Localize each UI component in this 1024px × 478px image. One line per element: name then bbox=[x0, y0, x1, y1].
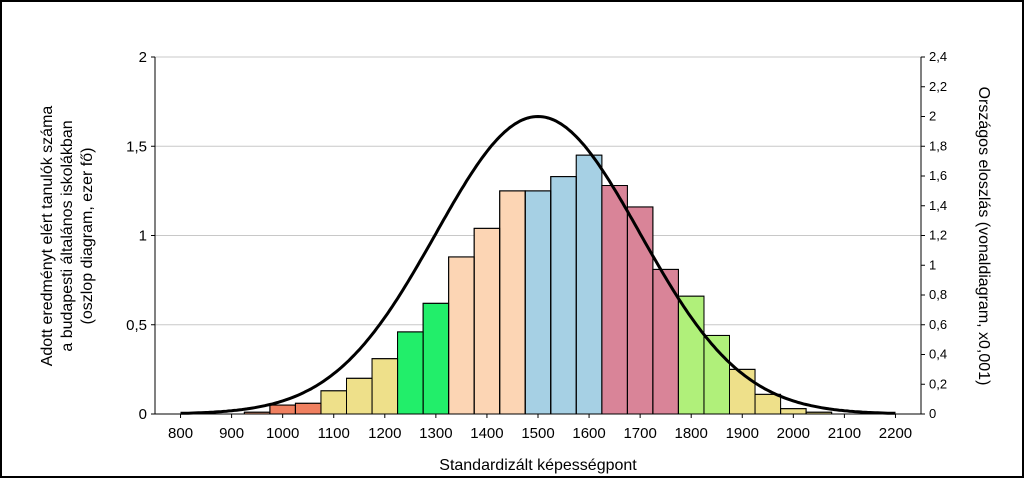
y-right-tick-label-1: 0,2 bbox=[929, 376, 947, 391]
tick-labels: 800 900 1000 1100 1200 1300 1400 1500 1600 1700 18… bbox=[126, 49, 947, 442]
x-tick-label-10: 1800 bbox=[675, 425, 708, 442]
bar-4 bbox=[346, 377, 373, 415]
y-right-tick-label-11: 2,2 bbox=[929, 79, 947, 94]
x-tick-label-9: 1700 bbox=[623, 425, 656, 442]
y-left-tick-label-3: 1,5 bbox=[126, 138, 147, 155]
y-right-tick-label-10: 2 bbox=[929, 109, 936, 124]
y-left-tick-label-2: 1 bbox=[139, 228, 147, 245]
bar-12 bbox=[550, 176, 577, 415]
bar-7 bbox=[422, 302, 450, 415]
bar-9 bbox=[473, 227, 501, 415]
y-right-tick-label-2: 0,4 bbox=[929, 347, 947, 362]
bar-color-band-4 bbox=[601, 186, 628, 414]
y-left-tick-label-1: 0,5 bbox=[126, 317, 147, 334]
y-axis-title-left-line-2: a budapesti általános iskolákban bbox=[59, 120, 76, 351]
bar-color-band-3 bbox=[576, 155, 602, 415]
x-tick-label-2: 1000 bbox=[266, 425, 299, 442]
bar-21 bbox=[780, 408, 807, 415]
x-tick-label-7: 1500 bbox=[521, 425, 554, 442]
y-left-tick-label-0: 0 bbox=[139, 406, 147, 423]
y-right-tick-label-5: 1 bbox=[929, 257, 936, 272]
bar-color-band-5 bbox=[678, 296, 704, 414]
x-tick-label-3: 1100 bbox=[318, 425, 350, 442]
bar-15 bbox=[626, 206, 654, 415]
y-right-tick-label-7: 1,4 bbox=[929, 198, 947, 213]
bar-18 bbox=[703, 334, 731, 415]
y-axis-title-left-line-3: (oszlop diagram, ezer fő) bbox=[79, 148, 96, 325]
bar-19 bbox=[729, 368, 756, 415]
x-tick-label-12: 2000 bbox=[777, 425, 810, 442]
bar-color-band-0 bbox=[308, 403, 321, 414]
y-axis-title-right: Országos eloszlás (vonaldiagram, x0,001) bbox=[975, 87, 992, 386]
x-axis-title: Standardizált képességpont bbox=[439, 457, 637, 474]
y-axis-title-left-line-1: Adott eredményt elért tanulók száma bbox=[39, 106, 56, 367]
curve-line bbox=[180, 114, 896, 415]
y-right-tick-label-0: 0 bbox=[929, 406, 936, 421]
x-tick-label-5: 1300 bbox=[419, 425, 452, 442]
y-left-tick-label-4: 2 bbox=[139, 49, 147, 66]
bar-1 bbox=[269, 404, 296, 415]
y-right-tick-label-3: 0,6 bbox=[929, 317, 947, 332]
bar-color-band-1 bbox=[320, 391, 347, 414]
x-tick-label-13: 2100 bbox=[828, 425, 861, 442]
bar-10 bbox=[499, 190, 526, 415]
y-right-tick-label-12: 2,4 bbox=[929, 49, 947, 64]
bar-8 bbox=[448, 256, 475, 415]
x-tick-label-14: 2200 bbox=[879, 425, 912, 442]
bars bbox=[243, 154, 833, 415]
x-tick-label-11: 1900 bbox=[726, 425, 759, 442]
x-tick-label-0: 800 bbox=[168, 425, 193, 442]
bar-5 bbox=[371, 358, 399, 415]
bar-color-band-6 bbox=[755, 394, 781, 414]
x-tick-label-8: 1600 bbox=[572, 425, 605, 442]
y-right-tick-label-6: 1,2 bbox=[929, 228, 947, 243]
bar-color-band-2 bbox=[397, 332, 424, 414]
x-tick-label-1: 900 bbox=[219, 425, 244, 442]
y-right-tick-label-8: 1,6 bbox=[929, 168, 947, 183]
x-tick-label-4: 1200 bbox=[368, 425, 401, 442]
bar-11 bbox=[524, 190, 552, 415]
distribution-curve bbox=[180, 114, 896, 415]
y-right-tick-label-4: 0,8 bbox=[929, 287, 947, 302]
x-tick-label-6: 1400 bbox=[470, 425, 503, 442]
y-right-tick-label-9: 1,8 bbox=[929, 138, 947, 153]
